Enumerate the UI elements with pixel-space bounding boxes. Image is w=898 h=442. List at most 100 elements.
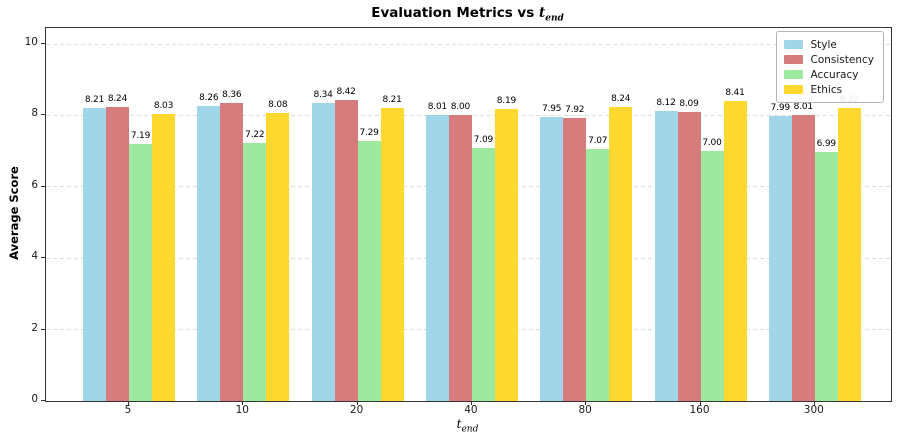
- bar-value-label: 8.24: [611, 93, 631, 104]
- bar-value-label: 8.00: [450, 102, 471, 113]
- x-tick-mark: [356, 401, 358, 405]
- bar-consistency: [106, 106, 129, 401]
- legend: Style Consistency Accuracy Ethics: [775, 31, 884, 103]
- bar-value-label: 8.21: [84, 94, 105, 105]
- bar-ethics: [380, 107, 404, 401]
- plot-area: Style Consistency Accuracy Ethics 8.21 8.24 7…: [45, 27, 892, 402]
- legend-item-ethics: Ethics: [783, 82, 875, 97]
- bar-consistency: [334, 100, 358, 401]
- x-tick-label: 40: [464, 404, 478, 416]
- bar-accuracy: [129, 144, 152, 401]
- bar-style: [654, 111, 678, 401]
- legend-label: Ethics: [810, 83, 843, 96]
- bar-consistency: [677, 112, 701, 401]
- bar-value-label: 7.19: [130, 131, 151, 142]
- legend-label: Consistency: [810, 53, 875, 66]
- bar-style: [425, 115, 449, 401]
- bar-value-label: 7.29: [359, 127, 379, 138]
- legend-item-style: Style: [783, 37, 875, 52]
- bar-consistency: [448, 115, 472, 401]
- bar-value-label: 7.99: [770, 102, 790, 113]
- y-gridline: [46, 43, 891, 45]
- y-tick-mark: [41, 257, 45, 259]
- y-tick-label: 8: [31, 107, 38, 120]
- chart-title-text: Evaluation Metrics vs: [371, 5, 539, 21]
- y-tick-label: 10: [24, 36, 38, 49]
- bar-style: [83, 107, 106, 401]
- bar-value-label: 7.92: [565, 105, 585, 116]
- x-tick-label: 300: [803, 404, 824, 416]
- y-tick-mark: [41, 400, 45, 401]
- legend-swatch: [783, 69, 803, 80]
- x-tick-mark: [242, 401, 244, 405]
- bar-accuracy: [586, 148, 610, 401]
- bar-value-label: 8.03: [153, 101, 174, 112]
- bar-value-label: 7.95: [542, 104, 562, 115]
- x-axis-label-math: tend: [456, 417, 479, 435]
- bar-consistency: [563, 118, 587, 401]
- bar-consistency: [220, 102, 244, 401]
- bar-consistency: [791, 115, 815, 401]
- bar-value-label: 7.09: [473, 134, 494, 145]
- bar-value-label: 8.21: [382, 94, 402, 105]
- bar-accuracy: [814, 151, 838, 401]
- bar-ethics: [723, 100, 747, 401]
- x-axis-label: tend: [45, 417, 890, 434]
- legend-swatch: [783, 54, 803, 65]
- x-tick-label: 10: [235, 404, 249, 416]
- y-tick-mark: [41, 114, 45, 116]
- bar-value-label: 8.36: [222, 89, 242, 100]
- legend-label: Accuracy: [810, 68, 859, 81]
- bar-value-label: 7.00: [702, 138, 722, 149]
- legend-item-accuracy: Accuracy: [783, 67, 875, 82]
- bar-value-label: 8.12: [656, 98, 676, 109]
- bar-value-label: 8.01: [427, 102, 448, 113]
- x-tick-label: 80: [578, 404, 592, 416]
- bar-value-label: 8.01: [793, 102, 813, 113]
- x-tick-label: 20: [349, 404, 364, 416]
- x-tick-mark: [699, 401, 701, 405]
- bar-value-label: 7.07: [588, 135, 608, 146]
- y-tick-mark: [41, 43, 45, 45]
- bar-value-label: 8.34: [313, 90, 333, 101]
- bar-ethics: [837, 107, 861, 401]
- bar-ethics: [609, 106, 633, 401]
- chart-title: Evaluation Metrics vs tend: [45, 5, 890, 24]
- bar-ethics: [266, 112, 290, 401]
- legend-swatch: [783, 39, 803, 50]
- y-tick-mark: [41, 185, 45, 187]
- y-gridline: [46, 114, 891, 116]
- x-tick-label: 5: [124, 404, 132, 416]
- y-tick-mark: [41, 328, 45, 330]
- bar-value-label: 8.42: [336, 87, 356, 98]
- bar-value-label: 7.22: [245, 130, 265, 141]
- bar-value-label: 8.08: [268, 99, 288, 110]
- bar-accuracy: [471, 147, 495, 401]
- bar-ethics: [152, 114, 175, 401]
- bar-value-label: 8.09: [679, 99, 699, 110]
- x-tick-mark: [470, 401, 472, 405]
- x-tick-mark: [813, 401, 815, 405]
- chart-title-math: tend: [538, 5, 564, 24]
- bar-value-label: 8.41: [725, 87, 745, 98]
- bar-value-label: 8.26: [199, 93, 219, 104]
- x-tick-label: 160: [689, 404, 710, 416]
- y-tick-label: 6: [31, 178, 38, 191]
- y-tick-label: 0: [31, 393, 38, 405]
- x-tick-mark: [128, 401, 129, 405]
- bar-value-label: 8.24: [107, 93, 128, 104]
- legend-label: Style: [810, 38, 837, 51]
- legend-swatch: [783, 84, 803, 95]
- legend-item-consistency: Consistency: [783, 52, 875, 67]
- bar-ethics: [494, 108, 518, 401]
- bar-style: [311, 103, 335, 401]
- y-tick-label: 4: [31, 250, 38, 263]
- bar-style: [540, 117, 564, 401]
- bar-value-label: 6.99: [816, 138, 836, 149]
- bar-style: [768, 115, 792, 401]
- bar-accuracy: [357, 140, 381, 401]
- bar-accuracy: [243, 143, 267, 401]
- y-tick-label: 2: [31, 321, 38, 334]
- bar-style: [197, 106, 221, 401]
